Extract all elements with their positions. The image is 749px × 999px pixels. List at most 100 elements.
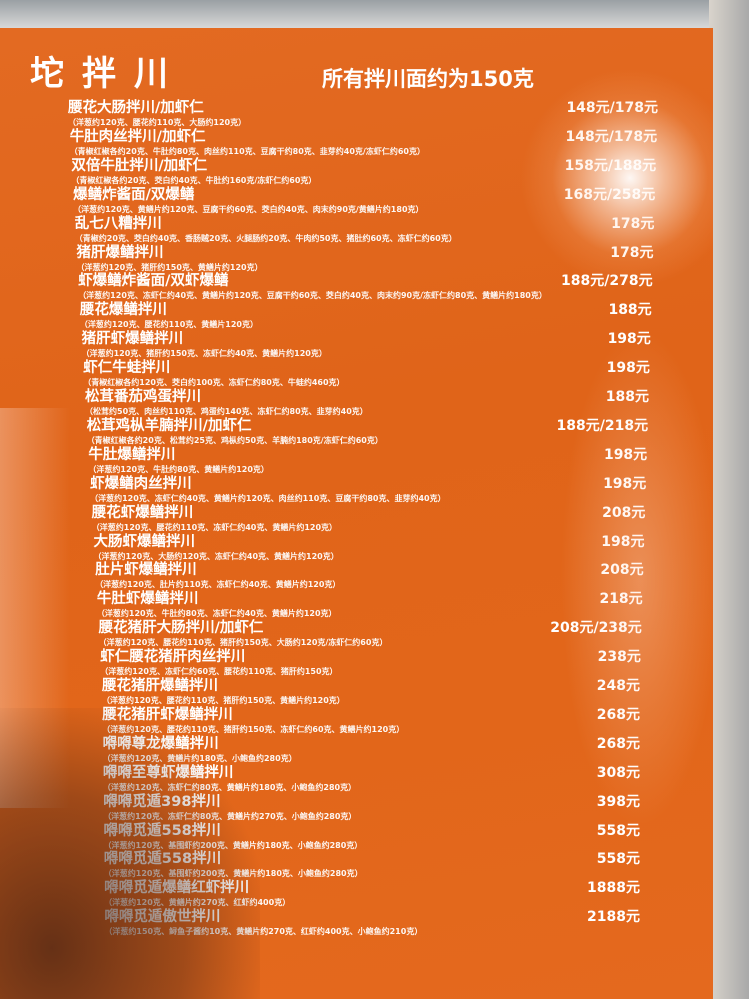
menu-item-ingredients: （洋葱约120克、冻虾仁约80克、黄鳝片约180克、小鲍鱼约280克） bbox=[102, 782, 357, 792]
menu-item-price: 178元 bbox=[610, 244, 654, 261]
menu-item-name: 嘚嘚觅遁398拌川 bbox=[103, 793, 221, 810]
menu-item-price: 238元 bbox=[597, 649, 641, 666]
menu-item-ingredients: （洋葱约120克、肚片约110克、冻虾仁约40克、黄鳝片约120克） bbox=[95, 580, 341, 590]
menu-item-ingredients: （洋葱约120克、黄鳝片约180克、小鲍鱼约280克） bbox=[102, 753, 297, 763]
menu-item-name: 嘚嘚觅遁傲世拌川 bbox=[104, 909, 221, 926]
menu-item: 嘚嘚觅遁558拌川 （洋葱约120克、基围虾约200克、黄鳝片约180克、小鲍鱼约… bbox=[104, 823, 363, 851]
menu-item-name: 嘚嘚至尊虾爆鳝拌川 bbox=[102, 764, 234, 781]
menu-item: 猪肝爆鳝拌川 （洋葱约120克、猪肝约150克、黄鳝片约120克） bbox=[77, 245, 263, 273]
menu-board: 坨拌川 所有拌川面约为150克 腰花大肠拌川/加虾仁 （洋葱约120克、腰花约11… bbox=[0, 28, 713, 999]
menu-item-name: 腰花爆鳝拌川 bbox=[79, 302, 167, 319]
menu-item-ingredients: （洋葱约120克、冻虾仁约80克、黄鳝片约270克、小鲍鱼约280克） bbox=[103, 811, 357, 821]
menu-item-ingredients: （洋葱约120克、腰花约110克、猪肝约150克、大肠约120克/冻虾仁约60克… bbox=[98, 638, 388, 648]
menu-item-price: 398元 bbox=[596, 793, 640, 810]
menu-item: 猪肝虾爆鳝拌川 （洋葱约120克、猪肝约150克、冻虾仁约40克、黄鳝片约120克… bbox=[82, 331, 327, 359]
menu-item-name: 牛肚虾爆鳝拌川 bbox=[96, 591, 199, 608]
menu-item: 牛肚肉丝拌川/加虾仁 （青椒红椒各约20克、牛肚约80克、肉丝约110克、豆腐干约… bbox=[70, 129, 425, 157]
menu-item: 虾仁腰花猪肝肉丝拌川 （洋葱约120克、冻虾仁约60克、腰花约110克、猪肝约15… bbox=[100, 649, 337, 677]
menu-item-ingredients: （洋葱约120克、基围虾约200克、黄鳝片约180克、小鲍鱼约280克） bbox=[103, 869, 363, 879]
menu-item-name: 虾仁牛蛙拌川 bbox=[83, 360, 171, 377]
menu-subtitle: 所有拌川面约为150克 bbox=[322, 67, 534, 91]
menu-item-price: 188元 bbox=[608, 302, 652, 319]
menu-item-price: 178元 bbox=[611, 215, 655, 232]
menu-item: 腰花大肠拌川/加虾仁 （洋葱约120克、腰花约110克、大肠约120克） bbox=[68, 100, 246, 128]
menu-item-price: 558元 bbox=[596, 851, 640, 868]
menu-item: 腰花虾爆鳝拌川 （洋葱约120克、腰花约110克、冻虾仁约40克、黄鳝片约120克… bbox=[92, 505, 337, 533]
menu-title: 坨拌川 bbox=[30, 54, 186, 94]
menu-item: 爆鳝炸酱面/双爆鳝 （洋葱约120克、黄鳝片约120克、豆腐干约60克、茭白约40… bbox=[73, 187, 423, 215]
menu-item: 肚片虾爆鳝拌川 （洋葱约120克、肚片约110克、冻虾仁约40克、黄鳝片约120克… bbox=[95, 562, 340, 590]
menu-item-ingredients: （洋葱约120克、猪肝约150克、冻虾仁约40克、黄鳝片约120克） bbox=[81, 349, 327, 359]
menu-item-ingredients: （洋葱约120克、基围虾约200克、黄鳝片约180克、小鲍鱼约280克） bbox=[103, 840, 363, 850]
menu-item: 腰花猪肝大肠拌川/加虾仁 （洋葱约120克、腰花约110克、猪肝约150克、大肠约… bbox=[99, 620, 388, 648]
menu-item: 双倍牛肚拌川/加虾仁 （青椒红椒各约20克、茭白约40克、牛肚约160克/冻虾仁约… bbox=[71, 158, 316, 186]
menu-item-ingredients: （洋葱约120克、牛肚约80克、冻虾仁约40克、黄鳝片约120克） bbox=[96, 609, 337, 619]
menu-item-ingredients: （青椒约20克、茭白约40克、香肠贼20克、火腿肠约20克、牛肉约50克、猪肚约… bbox=[74, 233, 457, 243]
menu-item-ingredients: （洋葱约150克、鲟鱼子酱约10克、黄鳝片约270克、红虾约400克、小鲍鱼约2… bbox=[104, 927, 423, 937]
menu-item-name: 双倍牛肚拌川/加虾仁 bbox=[71, 157, 208, 174]
menu-item-price: 148元/178元 bbox=[565, 128, 658, 145]
menu-item-name: 嘚嘚觅遁558拌川 bbox=[103, 822, 221, 839]
menu-item-ingredients: （青椒红椒各约20克、松茸约25克、鸡枞约50克、羊腩约180克/冻虾仁约60克… bbox=[86, 435, 383, 445]
menu-item-name: 乱七八糟拌川 bbox=[74, 215, 162, 232]
menu-item-price: 1888元 bbox=[587, 880, 640, 897]
menu-item-price: 208元/238元 bbox=[550, 620, 642, 637]
menu-item-price: 268元 bbox=[596, 735, 640, 752]
menu-item-price: 268元 bbox=[596, 706, 640, 723]
menu-item: 嘚嘚觅遁558拌川 （洋葱约120克、基围虾约200克、黄鳝片约180克、小鲍鱼约… bbox=[104, 851, 363, 879]
menu-item: 牛肚虾爆鳝拌川 （洋葱约120克、牛肚约80克、冻虾仁约40克、黄鳝片约120克） bbox=[97, 591, 337, 619]
menu-item-ingredients: （洋葱约120克、冻虾仁约40克、黄鳝片约120克、肉丝约110克、豆腐干约80… bbox=[90, 493, 446, 503]
menu-item-name: 虾爆鳝肉丝拌川 bbox=[90, 475, 192, 492]
menu-item: 大肠虾爆鳝拌川 （洋葱约120克、大肠约120克、冻虾仁约40克、黄鳝片约120克… bbox=[94, 534, 339, 562]
menu-item: 松茸番茄鸡蛋拌川 （松茸约50克、肉丝约110克、鸡蛋约140克、冻虾仁约80克、… bbox=[85, 389, 368, 417]
menu-item-name: 虾仁腰花猪肝肉丝拌川 bbox=[100, 649, 246, 666]
menu-item: 嘚嘚尊龙爆鳝拌川 （洋葱约120克、黄鳝片约180克、小鲍鱼约280克） bbox=[103, 736, 297, 764]
menu-item-ingredients: （洋葱约120克、腰花约110克、冻虾仁约40克、黄鳝片约120克） bbox=[91, 522, 338, 532]
menu-item: 嘚嘚觅遁爆鳝红虾拌川 （洋葱约120克、黄鳝片约270克、红虾约400克） bbox=[104, 880, 290, 908]
menu-item-ingredients: （青椒红椒各约20克、茭白约40克、牛肚约160克/冻虾仁约60克） bbox=[71, 175, 317, 185]
menu-item-ingredients: （洋葱约120克、冻虾仁约40克、黄鳝片约120克、豆腐干约60克、茭白约40克… bbox=[78, 291, 547, 301]
menu-item-price: 198元 bbox=[603, 446, 648, 463]
menu-item-name: 腰花大肠拌川/加虾仁 bbox=[68, 100, 204, 116]
menu-item-ingredients: （洋葱约120克、腰花约110克、猪肝约150克、冻虾仁约60克、黄鳝片约120… bbox=[102, 724, 405, 734]
menu-item: 乱七八糟拌川 （青椒约20克、茭白约40克、香肠贼20克、火腿肠约20克、牛肉约5… bbox=[75, 216, 457, 244]
menu-item: 腰花爆鳝拌川 （洋葱约120克、腰花约110克、黄鳝片120克） bbox=[80, 302, 258, 330]
menu-item-price: 188元/278元 bbox=[561, 273, 653, 290]
background-top bbox=[0, 0, 749, 28]
menu-item-price: 198元 bbox=[606, 360, 650, 377]
menu-item-name: 嘚嘚觅遁爆鳝红虾拌川 bbox=[104, 880, 250, 897]
menu-item-price: 198元 bbox=[607, 331, 651, 348]
menu-item-ingredients: （洋葱约120克、黄鳝片约270克、红虾约400克） bbox=[104, 898, 291, 908]
menu-item-ingredients: （洋葱约120克、猪肝约150克、黄鳝片约120克） bbox=[76, 262, 263, 272]
menu-item-name: 爆鳝炸酱面/双爆鳝 bbox=[73, 186, 195, 203]
menu-item-price: 188元/218元 bbox=[556, 417, 649, 434]
menu-item-price: 188元 bbox=[605, 389, 649, 405]
menu-item-name: 松茸鸡枞羊腩拌川/加虾仁 bbox=[86, 417, 252, 434]
menu-item-price: 168元/258元 bbox=[563, 186, 656, 203]
menu-item: 虾爆鳝炸酱面/双虾爆鳝 （洋葱约120克、冻虾仁约40克、黄鳝片约120克、豆腐干… bbox=[78, 273, 547, 301]
menu-item-name: 腰花猪肝虾爆鳝拌川 bbox=[102, 706, 233, 723]
menu-item: 松茸鸡枞羊腩拌川/加虾仁 （青椒红椒各约20克、松茸约25克、鸡枞约50克、羊腩约… bbox=[87, 418, 383, 446]
background-right bbox=[709, 0, 749, 999]
menu-item-price: 2188元 bbox=[587, 909, 640, 926]
menu-item-price: 208元 bbox=[602, 504, 646, 521]
menu-item-price: 198元 bbox=[603, 475, 647, 492]
menu-item-ingredients: （洋葱约120克、冻虾仁约60克、腰花约110克、猪肝约150克） bbox=[100, 667, 338, 677]
menu-item-price: 198元 bbox=[601, 533, 645, 550]
menu-item: 腰花猪肝爆鳝拌川 （洋葱约120克、腰花约110克、猪肝约150克、黄鳝片约120… bbox=[102, 678, 345, 706]
menu-item-name: 腰花虾爆鳝拌川 bbox=[91, 504, 194, 521]
menu-item: 腰花猪肝虾爆鳝拌川 （洋葱约120克、腰花约110克、猪肝约150克、冻虾仁约60… bbox=[102, 707, 404, 735]
menu-item-name: 腰花猪肝大肠拌川/加虾仁 bbox=[98, 620, 264, 637]
menu-item-name: 大肠虾爆鳝拌川 bbox=[93, 533, 196, 550]
menu-item-name: 松茸番茄鸡蛋拌川 bbox=[85, 389, 201, 405]
menu-item-price: 248元 bbox=[596, 678, 640, 694]
menu-item-name: 嘚嘚觅遁558拌川 bbox=[103, 851, 222, 868]
menu-item-price: 208元 bbox=[600, 562, 644, 579]
menu-item: 虾爆鳝肉丝拌川 （洋葱约120克、冻虾仁约40克、黄鳝片约120克、肉丝约110克… bbox=[90, 476, 446, 504]
menu-item: 牛肚爆鳝拌川 （洋葱约120克、牛肚约80克、黄鳝片约120克） bbox=[88, 447, 269, 475]
menu-item: 虾仁牛蛙拌川 （青椒红椒各约120克、茭白约100克、冻虾仁约80克、牛蛙约460… bbox=[83, 360, 344, 388]
menu-item-name: 牛肚肉丝拌川/加虾仁 bbox=[69, 128, 206, 145]
menu-item-ingredients: （洋葱约120克、大肠约120克、冻虾仁约40克、黄鳝片约120克） bbox=[93, 551, 339, 561]
menu-item-ingredients: （洋葱约120克、腰花约110克、猪肝约150克、黄鳝片约120克） bbox=[102, 696, 345, 705]
menu-item-price: 148元/178元 bbox=[566, 100, 658, 116]
